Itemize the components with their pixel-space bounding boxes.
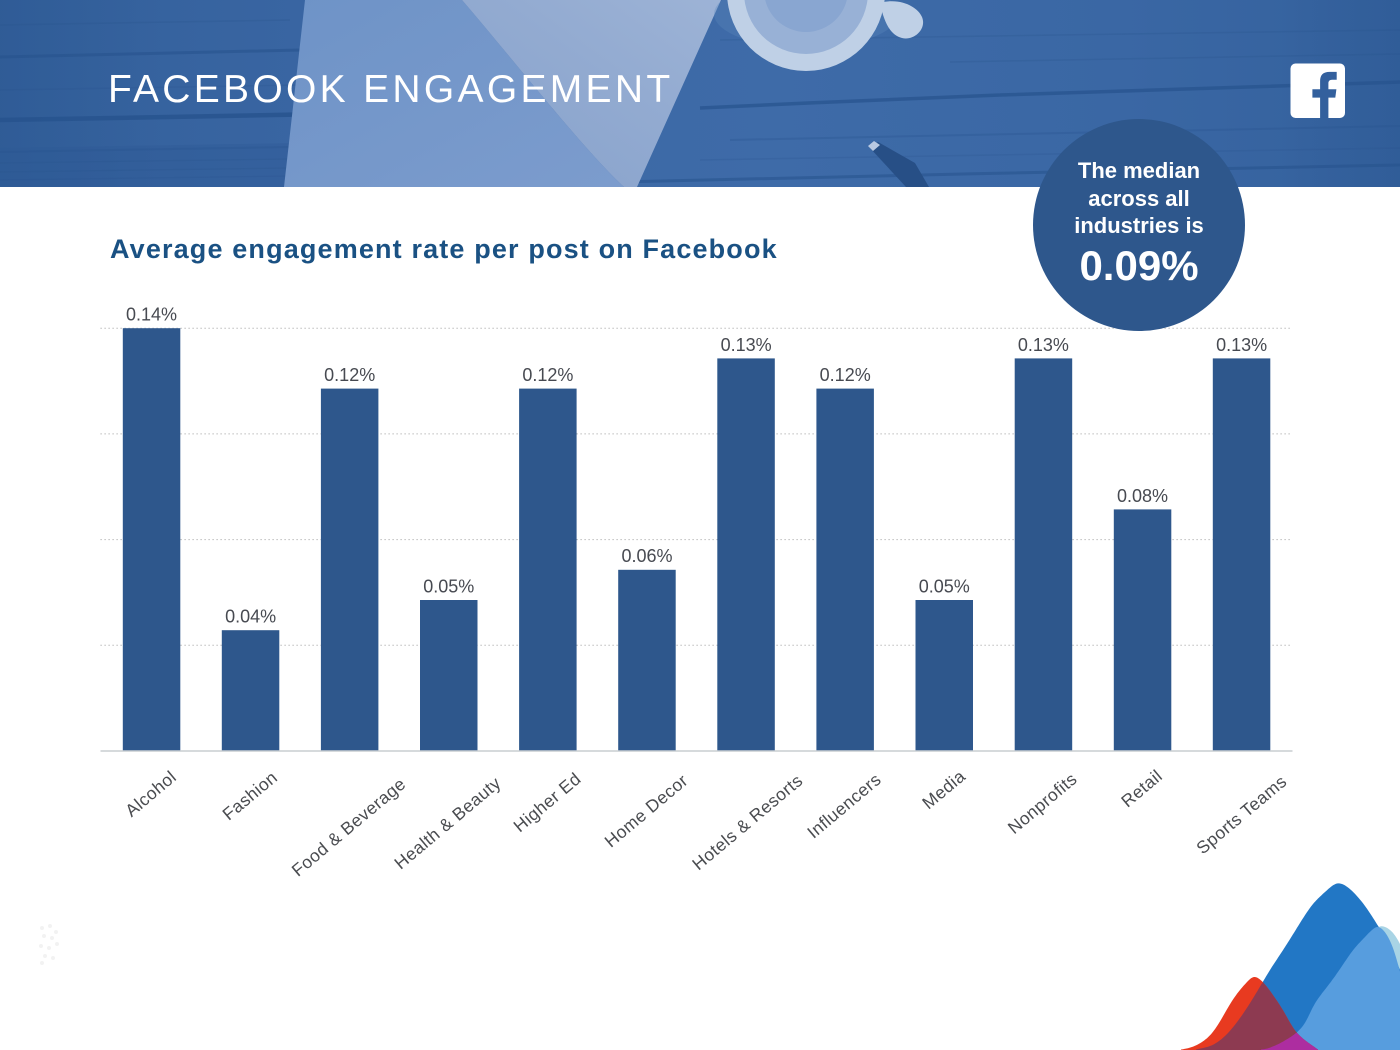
svg-text:0.05%: 0.05% — [919, 576, 970, 596]
svg-text:Alcohol: Alcohol — [121, 767, 180, 821]
svg-text:0.12%: 0.12% — [820, 365, 871, 385]
svg-text:0.05%: 0.05% — [423, 576, 474, 596]
svg-text:Food & Beverage: Food & Beverage — [288, 774, 410, 881]
svg-text:Sports Teams: Sports Teams — [1192, 771, 1290, 858]
svg-text:Higher Ed: Higher Ed — [509, 768, 584, 836]
svg-text:0.04%: 0.04% — [225, 607, 276, 627]
svg-text:Hotels & Resorts: Hotels & Resorts — [688, 770, 806, 874]
svg-text:0.14%: 0.14% — [126, 305, 177, 325]
svg-text:Media: Media — [918, 766, 969, 813]
svg-text:0.13%: 0.13% — [1018, 335, 1069, 355]
svg-text:Fashion: Fashion — [218, 767, 281, 824]
svg-text:0.13%: 0.13% — [721, 335, 772, 355]
svg-text:Retail: Retail — [1117, 766, 1166, 812]
svg-text:Home Decor: Home Decor — [601, 770, 692, 851]
svg-text:0.08%: 0.08% — [1117, 486, 1168, 506]
svg-text:0.12%: 0.12% — [324, 365, 375, 385]
svg-text:Influencers: Influencers — [803, 769, 885, 842]
svg-text:Nonprofits: Nonprofits — [1004, 769, 1081, 838]
svg-text:0.13%: 0.13% — [1216, 335, 1267, 355]
svg-text:0.06%: 0.06% — [621, 546, 672, 566]
svg-text:0.12%: 0.12% — [522, 365, 573, 385]
